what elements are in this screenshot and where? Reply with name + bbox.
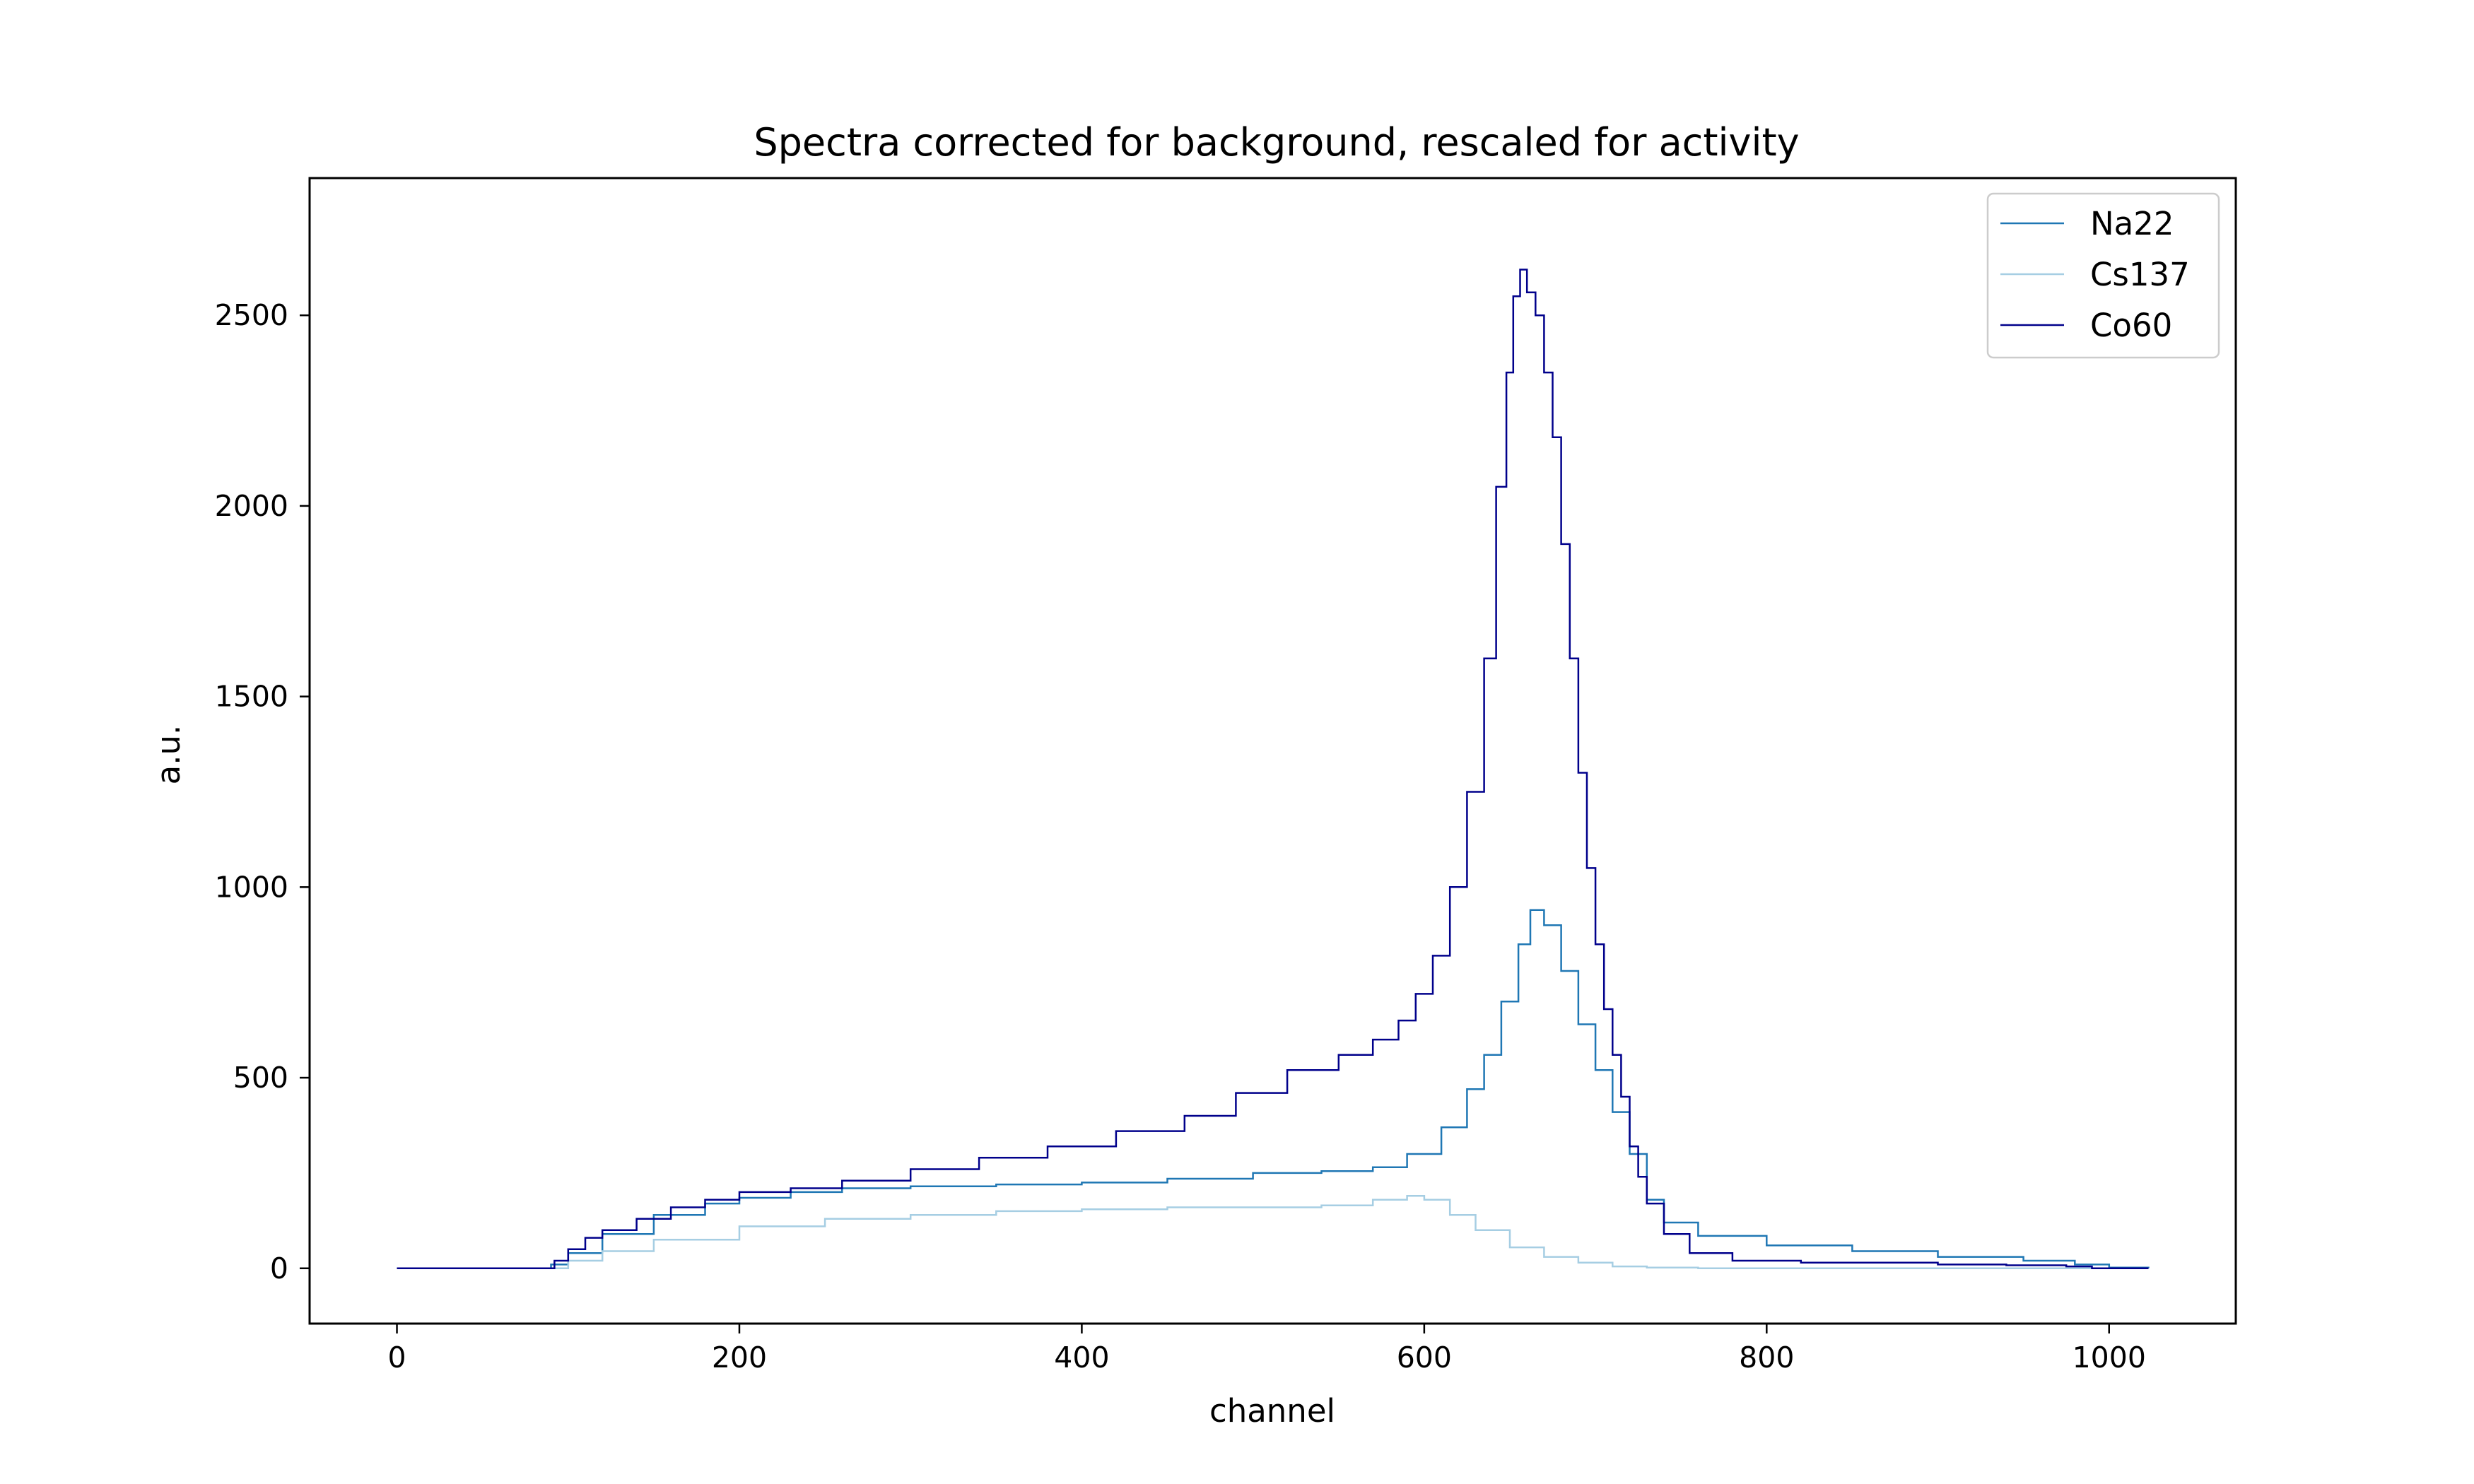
x-axis: 0 200 400 600 800 1000	[387, 1324, 2146, 1374]
legend: Na22 Cs137 Co60	[1986, 192, 2220, 359]
y-tick-label: 2000	[215, 489, 288, 523]
y-axis: 0 500 1000 1500 2000 2500	[215, 298, 310, 1285]
x-tick-label: 200	[712, 1341, 767, 1374]
x-tick-label: 1000	[2073, 1341, 2146, 1374]
series-layer	[397, 269, 2150, 1270]
y-axis-label: a.u.	[150, 725, 187, 785]
chart-title: Spectra corrected for background, rescal…	[754, 120, 1799, 165]
plot-frame	[308, 177, 2237, 1325]
x-axis-label: channel	[1209, 1392, 1335, 1430]
y-tick-label: 500	[233, 1061, 288, 1095]
y-tick-label: 1000	[215, 870, 288, 904]
series-line-co60	[397, 269, 2149, 1270]
legend-label: Cs137	[2090, 256, 2190, 293]
x-tick-label: 800	[1739, 1341, 1794, 1374]
x-tick-label: 0	[387, 1341, 406, 1374]
y-tick-label: 0	[270, 1252, 288, 1285]
legend-label: Na22	[2090, 205, 2174, 242]
y-tick-label: 1500	[215, 680, 288, 714]
x-tick-label: 400	[1054, 1341, 1109, 1374]
y-tick-label: 2500	[215, 298, 288, 332]
series-line-cs137	[397, 1195, 2149, 1270]
legend-box	[1986, 192, 2220, 359]
x-tick-label: 600	[1397, 1341, 1452, 1374]
legend-label: Co60	[2090, 307, 2172, 344]
